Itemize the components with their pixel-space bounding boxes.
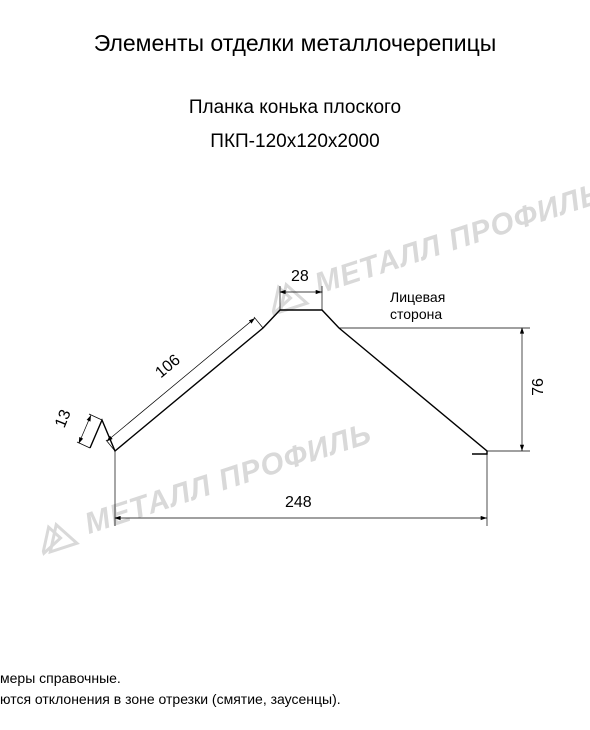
face-side-line1: Лицевая — [390, 289, 445, 305]
dim-28: 28 — [291, 268, 309, 286]
face-side-line2: сторона — [390, 306, 442, 322]
dim-76: 76 — [530, 378, 548, 396]
footnote-line2: ются отклонения в зоне отрезки (смятие, … — [0, 689, 341, 710]
footnote-line1: меры справочные. — [0, 668, 341, 689]
product-code: ПКП-120х120х2000 — [0, 131, 590, 153]
face-side-label: Лицевая сторона — [390, 289, 445, 323]
page-title: Элементы отделки металлочерепицы — [0, 0, 590, 57]
product-subtitle: Планка конька плоского — [0, 97, 590, 119]
technical-drawing: 13 106 28 76 248 Лицевая сторона — [0, 220, 590, 600]
footnote: меры справочные. ются отклонения в зоне … — [0, 668, 341, 710]
dim-248: 248 — [285, 494, 312, 512]
